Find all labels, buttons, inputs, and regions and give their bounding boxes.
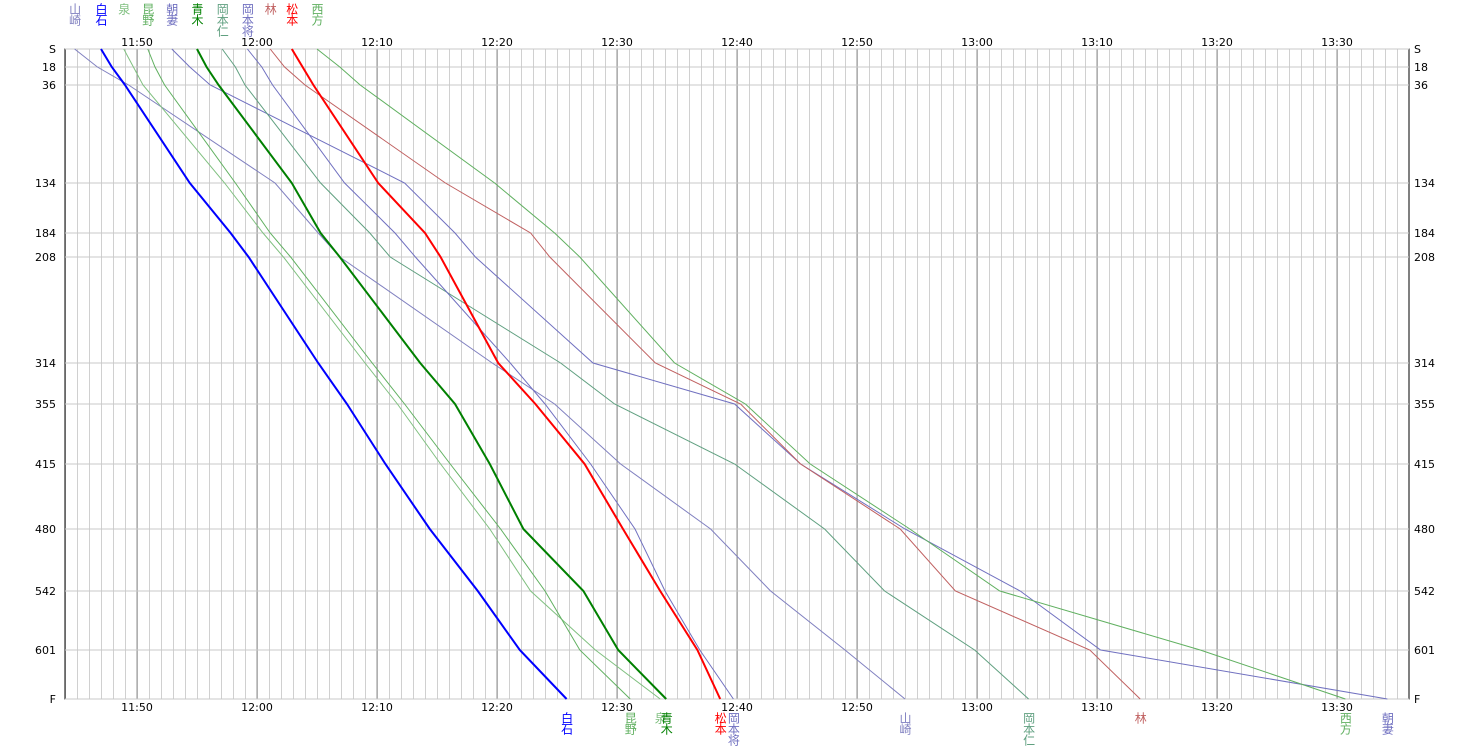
y-tick-label: 184: [35, 227, 56, 240]
x-tick-label: 12:40: [721, 36, 753, 49]
y-tick-label: 542: [35, 585, 56, 598]
y-tick-label: 542: [1414, 585, 1435, 598]
x-tick-label: 13:10: [1081, 36, 1113, 49]
runner-label: 岡本将: [726, 712, 740, 746]
runner-line: [100, 48, 568, 700]
runner-label: 昆野: [623, 712, 637, 735]
y-tick-label: 18: [42, 61, 56, 74]
x-tick-label: 13:10: [1081, 701, 1113, 714]
runner-line: [247, 48, 734, 700]
y-tick-label: 480: [1414, 523, 1435, 536]
x-tick-label: 12:10: [361, 701, 393, 714]
runner-line: [74, 48, 906, 700]
runner-line: [196, 48, 667, 700]
y-tick-label: S: [49, 43, 56, 56]
y-tick-label: S: [1414, 43, 1421, 56]
runner-label: 西方: [1338, 712, 1352, 736]
x-tick-label: 13:20: [1201, 36, 1233, 49]
y-tick-label: 134: [1414, 177, 1435, 190]
runner-line: [316, 48, 1346, 700]
x-tick-label: 13:30: [1321, 701, 1353, 714]
x-tick-label: 12:40: [721, 701, 753, 714]
runner-label: 松本: [285, 3, 299, 27]
runner-label: 岡本仁: [215, 3, 229, 37]
runner-label: 岡本将: [240, 3, 254, 37]
runner-line: [171, 48, 1388, 700]
x-tick-label: 12:00: [241, 36, 273, 49]
y-tick-label: F: [1414, 693, 1420, 706]
x-tick-label: 12:20: [481, 701, 513, 714]
runner-label: 林: [263, 3, 277, 15]
y-tick-label: 36: [42, 79, 56, 92]
y-tick-label: 36: [1414, 79, 1428, 92]
y-tick-label: 208: [1414, 251, 1435, 264]
runner-line: [290, 48, 722, 700]
runner-line: [147, 48, 631, 700]
x-tick-label: 13:00: [961, 36, 993, 49]
runner-line: [221, 48, 1029, 700]
x-tick-label: 13:30: [1321, 36, 1353, 49]
x-tick-label: 12:30: [601, 701, 633, 714]
y-tick-label: 601: [35, 644, 56, 657]
runner-label: 朝妻: [165, 3, 179, 27]
x-tick-label: 12:00: [241, 701, 273, 714]
x-tick-label: 12:10: [361, 36, 393, 49]
runner-label: 松本: [713, 712, 727, 736]
x-tick-label: 12:20: [481, 36, 513, 49]
runner-label: 岡本仁: [1022, 712, 1036, 746]
x-tick-label: 12:50: [841, 36, 873, 49]
y-tick-label: 134: [35, 177, 56, 190]
y-tick-label: 355: [1414, 398, 1435, 411]
runner-label: 朝妻: [1380, 712, 1394, 736]
y-tick-label: F: [50, 693, 56, 706]
x-tick-label: 11:50: [121, 36, 153, 49]
runner-label: 山崎: [898, 712, 912, 735]
runner-label: 西方: [310, 3, 324, 27]
runner-label: 泉: [117, 3, 131, 15]
y-tick-label: 355: [35, 398, 56, 411]
runner-label: 青木: [190, 3, 204, 26]
x-tick-label: 11:50: [121, 701, 153, 714]
runner-label: 林: [1133, 712, 1147, 724]
y-tick-label: 184: [1414, 227, 1435, 240]
y-tick-label: 314: [1414, 357, 1435, 370]
x-tick-label: 13:00: [961, 701, 993, 714]
y-tick-label: 18: [1414, 61, 1428, 74]
y-tick-label: 208: [35, 251, 56, 264]
runner-label: 白石: [94, 2, 108, 26]
x-tick-label: 12:30: [601, 36, 633, 49]
y-tick-label: 601: [1414, 644, 1435, 657]
runner-label: 白石: [560, 711, 574, 735]
runner-label: 昆野: [141, 3, 155, 26]
y-tick-label: 480: [35, 523, 56, 536]
y-tick-label: 415: [1414, 458, 1435, 471]
y-tick-label: 415: [35, 458, 56, 471]
runner-line: [123, 48, 661, 700]
x-tick-label: 13:20: [1201, 701, 1233, 714]
y-tick-label: 314: [35, 357, 56, 370]
runner-label: 山崎: [68, 3, 82, 26]
runner-label: 泉: [653, 712, 667, 724]
runner-label: 青木: [659, 712, 673, 735]
runner-line: [269, 48, 1141, 700]
x-tick-label: 12:50: [841, 701, 873, 714]
